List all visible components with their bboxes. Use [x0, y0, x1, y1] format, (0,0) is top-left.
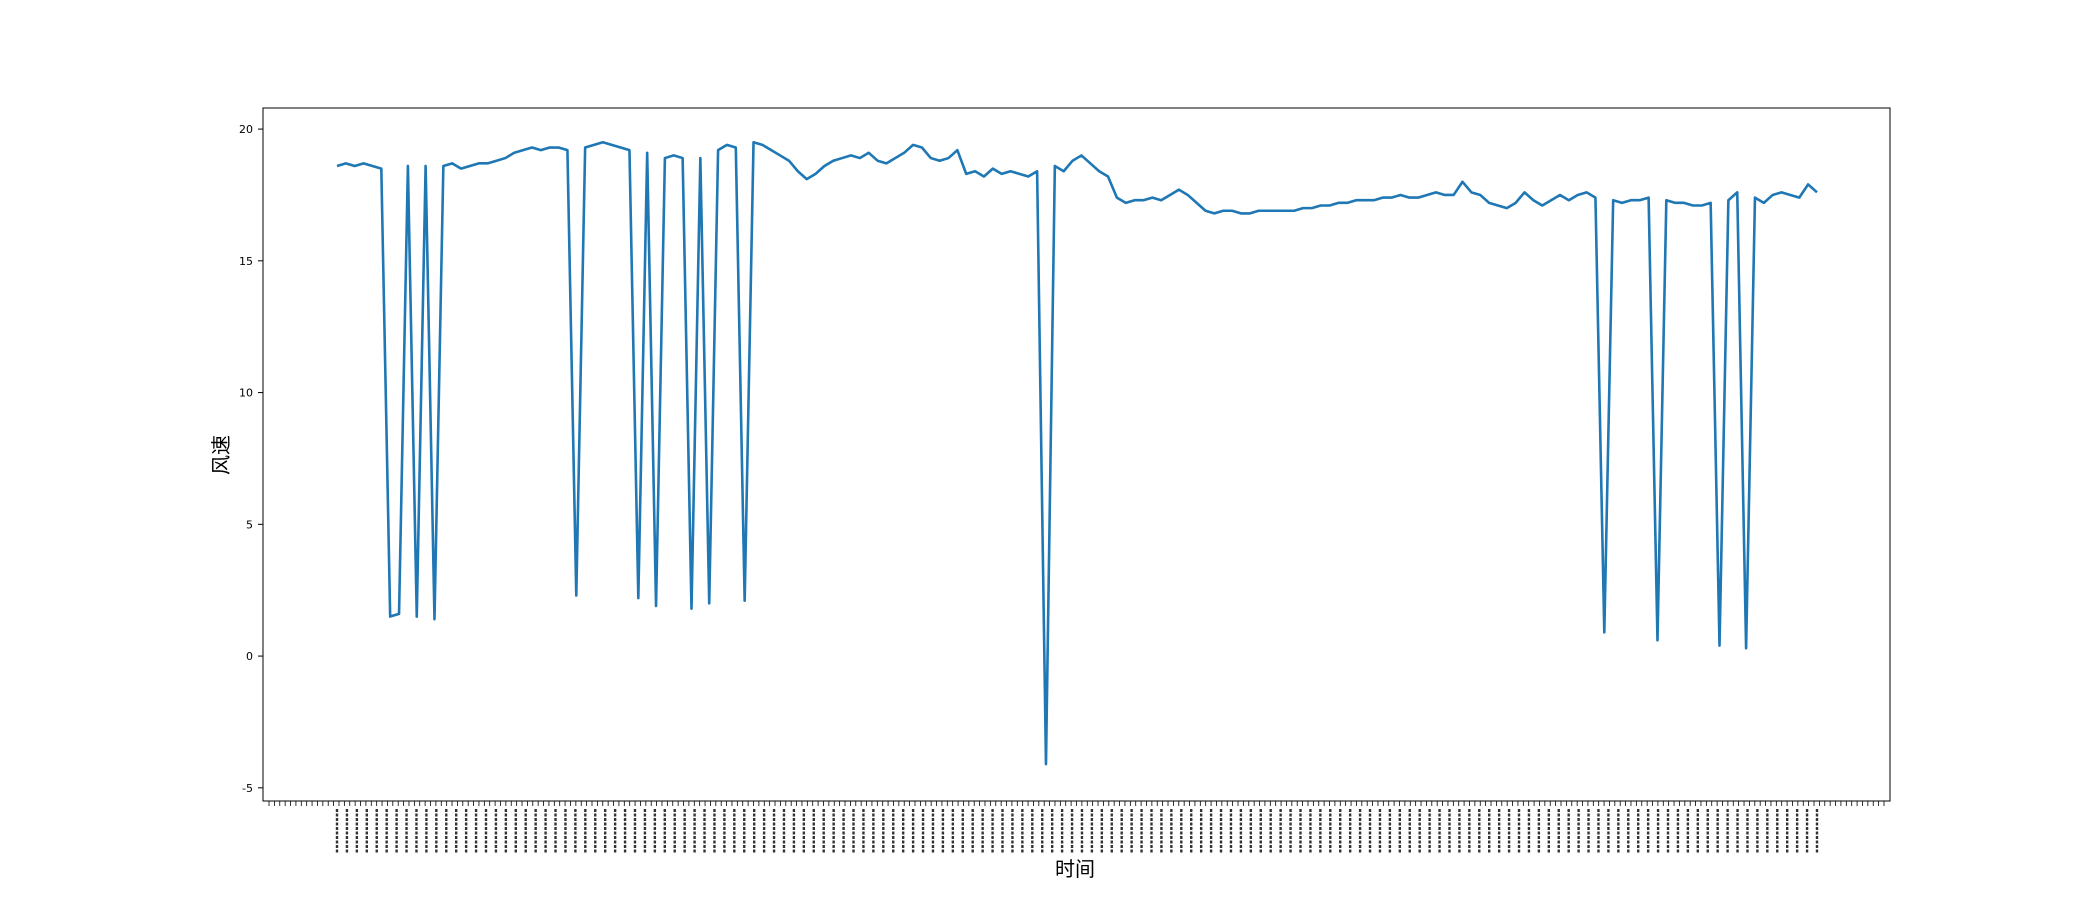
y-tick-label: -5 — [242, 782, 253, 795]
x-axis — [268, 801, 1885, 853]
wind-speed-line — [336, 140, 1818, 766]
plot-area — [336, 140, 1818, 766]
y-tick-label: 0 — [246, 650, 253, 663]
y-axis-label: 风速 — [209, 435, 233, 475]
plot-frame — [262, 107, 1891, 802]
y-tick-label: 10 — [239, 387, 253, 400]
y-axis: -5 0 5 10 15 20 — [239, 123, 263, 795]
y-tick-label: 20 — [239, 123, 253, 136]
y-tick-label: 15 — [239, 255, 253, 268]
y-tick-label: 5 — [246, 518, 253, 531]
x-axis-label: 时间 — [1055, 857, 1095, 881]
